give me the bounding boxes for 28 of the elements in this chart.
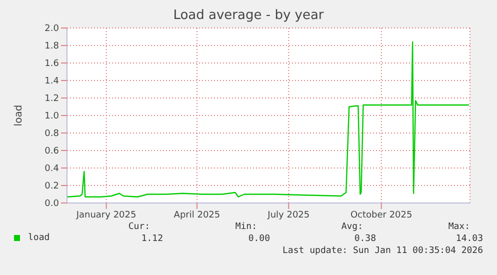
y-axis-title: load bbox=[14, 104, 25, 126]
line-series bbox=[67, 41, 470, 198]
y-tick-label: 0.2 bbox=[44, 182, 59, 192]
y-tick-label: 1.8 bbox=[44, 42, 60, 52]
y-tick-label: 1.0 bbox=[44, 112, 60, 122]
y-tick-label: 1.4 bbox=[44, 76, 60, 87]
y-tick-label: 1.2 bbox=[44, 94, 59, 104]
text: Max: bbox=[448, 222, 470, 232]
chart-title: Load average - by year bbox=[172, 8, 325, 23]
x-tick-label: October 2025 bbox=[350, 210, 412, 220]
text: 0.00 bbox=[248, 234, 270, 244]
text: 0.38 bbox=[354, 234, 376, 244]
x-tick-label: April 2025 bbox=[174, 210, 220, 220]
text: 1.12 bbox=[141, 234, 163, 244]
text: Last update: Sun Jan 11 00:35:04 2026 bbox=[282, 246, 483, 256]
x-tick-label: January 2025 bbox=[75, 210, 136, 220]
y-tick-label: 0.4 bbox=[44, 164, 60, 174]
legend-label: load bbox=[28, 233, 50, 243]
y-tick-label: 2.0 bbox=[44, 24, 60, 34]
text: Cur: bbox=[128, 222, 150, 232]
y-tick-label: 0.8 bbox=[44, 129, 60, 140]
y-tick-label: 1.6 bbox=[44, 59, 60, 70]
y-tick-label: 0.6 bbox=[44, 146, 60, 157]
text: Min: bbox=[235, 222, 257, 232]
x-tick-label: July 2025 bbox=[266, 210, 310, 220]
text: Avg: bbox=[341, 222, 363, 232]
text: 14.03 bbox=[456, 234, 483, 244]
y-tick-label: 0.0 bbox=[44, 199, 60, 210]
